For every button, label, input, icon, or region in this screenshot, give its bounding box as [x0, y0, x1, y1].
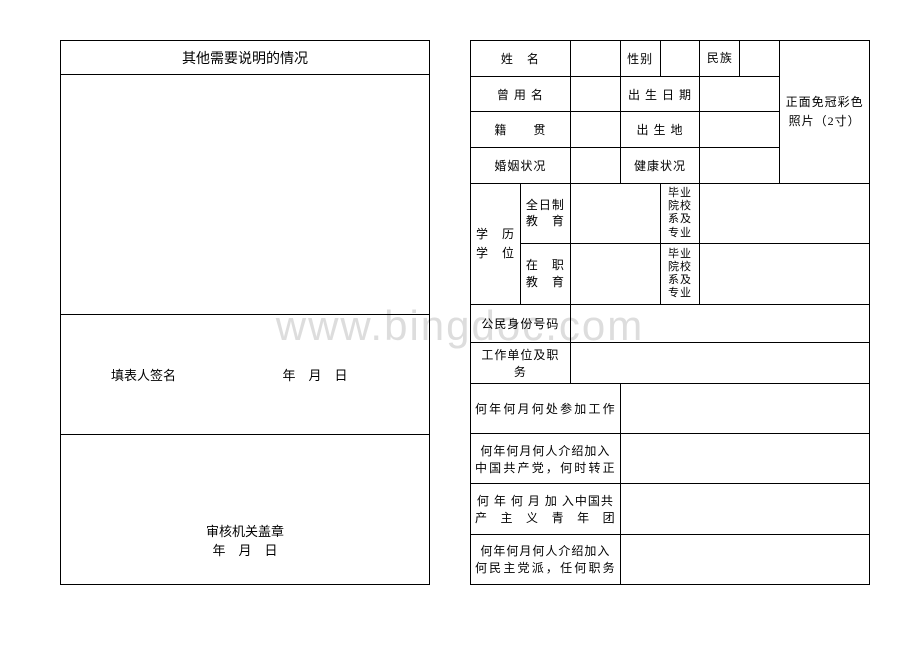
edu-label: 学 历学 位: [471, 183, 521, 304]
fulltime-school-label: 毕业院校系及专业: [660, 183, 700, 244]
health-value: [700, 148, 780, 184]
id-number-label: 公民身份号码: [471, 304, 571, 342]
party-label: 何年何月何人介绍加入何民主党派，任何职务: [471, 534, 621, 584]
stamp-label: 审核机关盖章: [61, 521, 429, 540]
gender-value: [660, 41, 700, 77]
former-name-value: [570, 76, 620, 112]
work-unit-label: 工作单位及职务: [471, 342, 571, 383]
left-sign-cell: 填表人签名 年 月 日: [61, 315, 430, 435]
left-stamp-cell: 审核机关盖章 年 月 日: [61, 435, 430, 585]
left-header-cell: 其他需要说明的情况: [61, 41, 430, 75]
gender-label: 性别: [620, 41, 660, 77]
photo-cell: 正面免冠彩色照片（2寸）: [780, 41, 870, 184]
party-value: [620, 534, 869, 584]
cyl-value: [620, 484, 869, 534]
id-number-value: [570, 304, 869, 342]
birth-date-value: [700, 76, 780, 112]
onjob-school-value: [700, 244, 870, 305]
name-value: [570, 41, 620, 77]
native-place-value: [570, 112, 620, 148]
stamp-date-label: 年 月 日: [61, 540, 429, 559]
left-form-table: 其他需要说明的情况 填表人签名 年 月 日 审核机关盖章 年 月 日: [60, 40, 430, 585]
native-place-label: 籍 贯: [471, 112, 571, 148]
former-name-label: 曾 用 名: [471, 76, 571, 112]
sign-label: 填表人签名: [111, 368, 176, 383]
work-unit-value: [570, 342, 869, 383]
onjob-value: [570, 244, 660, 305]
ethnic-value: [740, 41, 780, 77]
name-label: 姓 名: [471, 41, 571, 77]
left-blank-area: [61, 75, 430, 315]
ccp-value: [620, 433, 869, 483]
ccp-label: 何年何月何人介绍加入中国共产党，何时转正: [471, 433, 621, 483]
right-form-table: 姓 名 性别 民族 正面免冠彩色照片（2寸） 曾 用 名 出 生 日 期 籍 贯…: [470, 40, 870, 585]
marital-label: 婚姻状况: [471, 148, 571, 184]
onjob-label: 在 职教 育: [520, 244, 570, 305]
ethnic-label: 民族: [700, 41, 740, 77]
fulltime-value: [570, 183, 660, 244]
birth-place-label: 出 生 地: [620, 112, 700, 148]
health-label: 健康状况: [620, 148, 700, 184]
marital-value: [570, 148, 620, 184]
fulltime-label: 全日制教 育: [520, 183, 570, 244]
sign-date-label: 年 月 日: [283, 368, 348, 383]
work-start-value: [620, 383, 869, 433]
onjob-school-label: 毕业院校系及专业: [660, 244, 700, 305]
work-start-label: 何年何月何处参加工作: [471, 383, 621, 433]
birth-place-value: [700, 112, 780, 148]
fulltime-school-value: [700, 183, 870, 244]
birth-date-label: 出 生 日 期: [620, 76, 700, 112]
cyl-label: 何 年 何 月 加 入中国共产主义青年团: [471, 484, 621, 534]
